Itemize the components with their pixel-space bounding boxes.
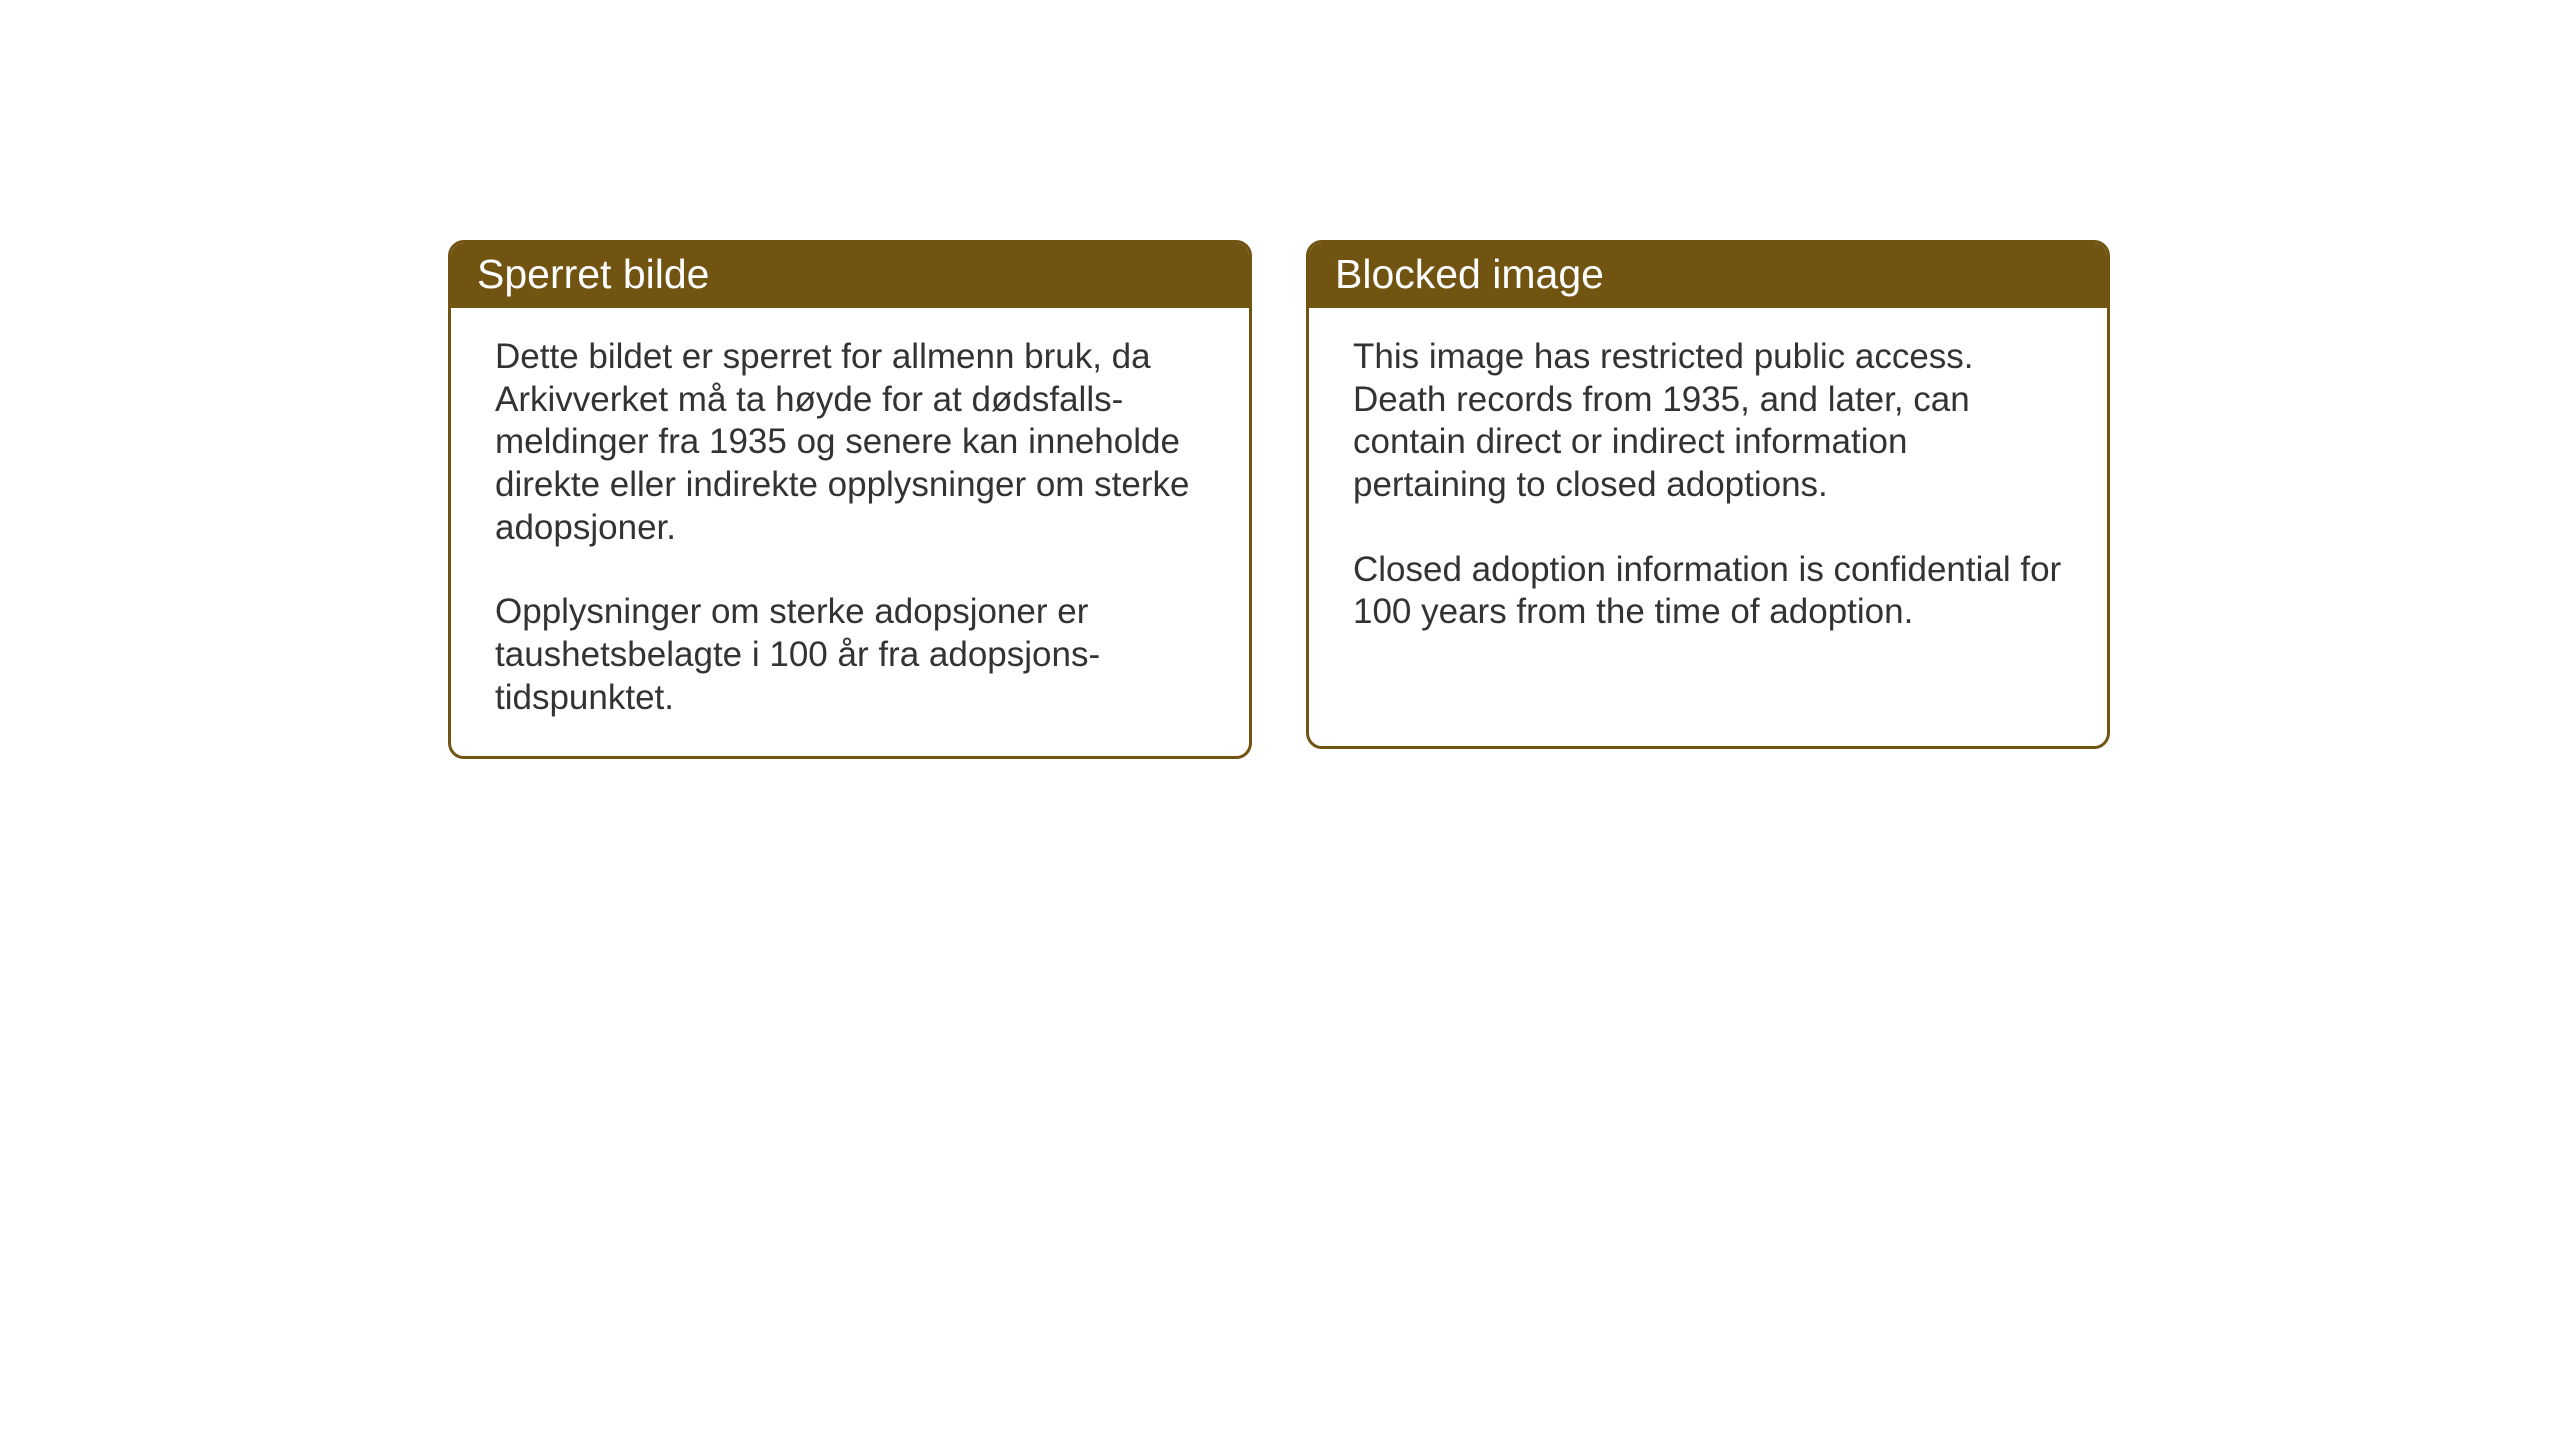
card-paragraph-2-english: Closed adoption information is confident… <box>1353 549 2063 634</box>
card-header-english: Blocked image <box>1309 243 2107 308</box>
card-body-norwegian: Dette bildet er sperret for allmenn bruk… <box>451 308 1249 756</box>
card-paragraph-1-norwegian: Dette bildet er sperret for allmenn bruk… <box>495 336 1205 549</box>
notice-card-english: Blocked image This image has restricted … <box>1306 240 2110 749</box>
card-header-norwegian: Sperret bilde <box>451 243 1249 308</box>
card-paragraph-2-norwegian: Opplysninger om sterke adopsjoner er tau… <box>495 591 1205 719</box>
notice-cards-container: Sperret bilde Dette bildet er sperret fo… <box>448 240 2110 759</box>
card-body-english: This image has restricted public access.… <box>1309 308 2107 670</box>
card-paragraph-1-english: This image has restricted public access.… <box>1353 336 2063 507</box>
notice-card-norwegian: Sperret bilde Dette bildet er sperret fo… <box>448 240 1252 759</box>
